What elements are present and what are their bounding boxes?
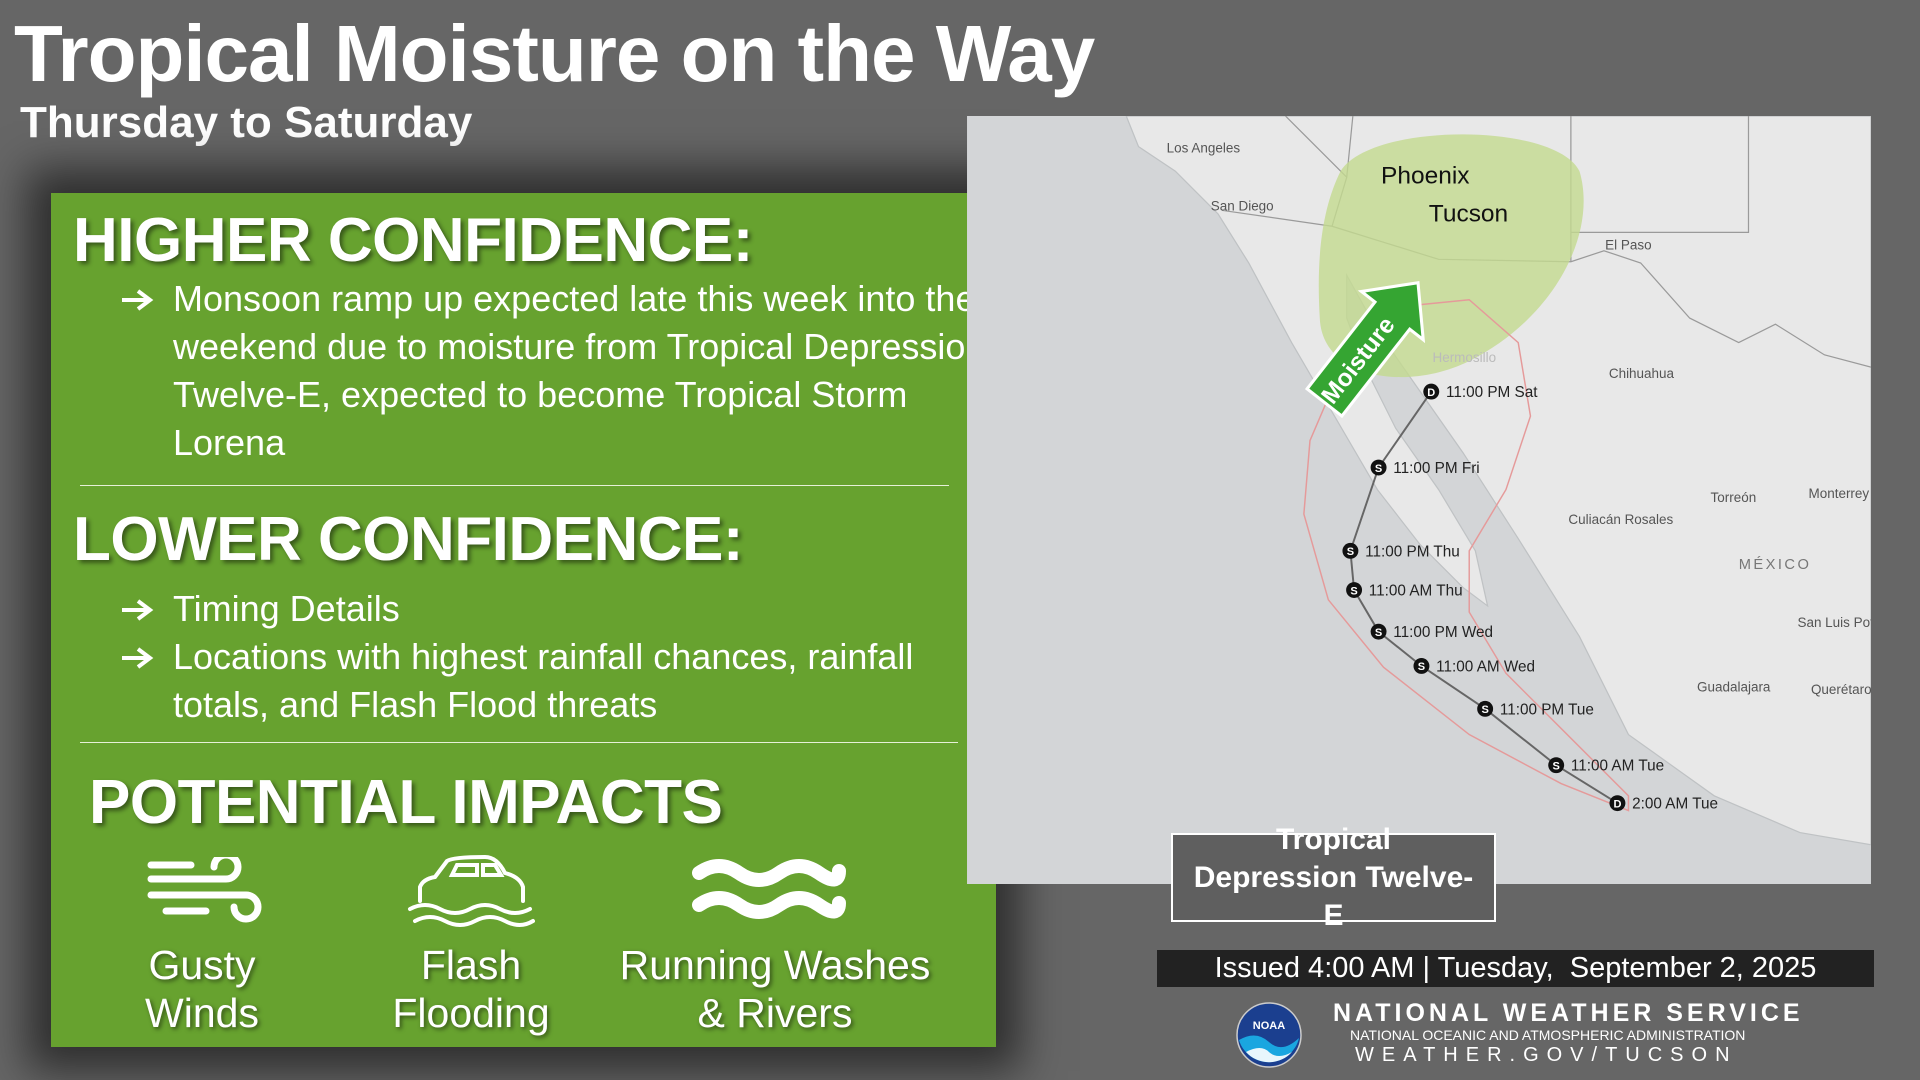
highlight-city: Phoenix (1381, 162, 1469, 189)
track-point (1370, 459, 1387, 476)
track-label: 11:00 AM Tue (1571, 758, 1664, 775)
divider (80, 485, 949, 486)
place: Torreón (1711, 490, 1757, 505)
heading: HIGHER CONFIDENCE: (73, 206, 753, 275)
track-label: 11:00 AM Wed (1436, 658, 1535, 675)
place: Monterrey (1809, 486, 1870, 501)
place: Guadalajara (1697, 680, 1771, 695)
place: El Paso (1605, 238, 1651, 253)
title: Tropical Moisture on the Way (14, 9, 1095, 98)
track-symbol: S (1375, 463, 1382, 475)
track-label: 11:00 AM Thu (1369, 583, 1463, 600)
track-symbol: S (1375, 627, 1382, 639)
place: Los Angeles (1167, 141, 1241, 156)
place: San Luis Potosí (1797, 615, 1871, 630)
url: WEATHER.GOV/TUCSON (1355, 1044, 1738, 1066)
track-point (1370, 623, 1387, 640)
track-symbol: D (1427, 387, 1435, 399)
bullet-text: Locations with highest rainfall chances,… (173, 636, 914, 725)
logo-text: NOAA (1253, 1020, 1285, 1032)
track: D 11:00 PM Sat S 11:00 PM Fri S 11:00 PM Thu S… (1342, 383, 1718, 813)
track-label: 11:00 PM Thu (1365, 543, 1460, 560)
issued: Issued 4:00 AM | Tuesday, September 2, 2… (1157, 950, 1874, 987)
track-label: 11:00 PM Wed (1393, 624, 1493, 641)
track-point (1548, 757, 1565, 774)
track-symbol: S (1418, 661, 1425, 673)
bullet: Locations with highest rainfall chances,… (122, 633, 1002, 729)
track-label: 11:00 PM Fri (1393, 460, 1479, 477)
map: Los Angeles San Diego El Paso Hermosillo… (967, 116, 1871, 884)
divider (80, 742, 958, 743)
place: San Diego (1211, 198, 1274, 213)
place: MÉXICO (1739, 556, 1812, 573)
track-point (1413, 658, 1430, 674)
track-symbol: S (1347, 546, 1354, 558)
bullet-arrow (122, 599, 154, 621)
track-symbol: S (1481, 704, 1488, 716)
impact-label: Gusty Winds (145, 942, 259, 1036)
subagency: NATIONAL OCEANIC AND ATMOSPHERIC ADMINIS… (1350, 1027, 1746, 1043)
place: Chihuahua (1609, 366, 1675, 381)
agency: NATIONAL WEATHER SERVICE (1333, 999, 1804, 1027)
bullet-list: Timing Details Locations with highest ra… (122, 585, 1002, 729)
bullet: Timing Details (122, 585, 1002, 633)
track-point (1423, 383, 1440, 400)
bullet-text: Monsoon ramp up expected late this week … (173, 278, 986, 463)
noaa-logo: NOAA (1236, 1002, 1302, 1068)
wind-icon (147, 857, 262, 923)
map-legend: Tropical Depression Twelve-E (1171, 823, 1496, 932)
place: Hermosillo (1432, 350, 1496, 365)
heading: POTENTIAL IMPACTS (89, 768, 723, 837)
heading: LOWER CONFIDENCE: (73, 505, 744, 574)
track-label: 2:00 AM Tue (1632, 796, 1718, 813)
confidence-panel: HIGHER CONFIDENCE: Monsoon ramp up expec… (51, 193, 996, 1047)
track-point (1342, 542, 1359, 559)
track-symbol: S (1553, 760, 1560, 772)
place: Querétaro (1811, 682, 1871, 697)
track-symbol: S (1350, 585, 1357, 597)
bullet-arrow (122, 289, 154, 311)
highlight-city: Tucson (1429, 200, 1508, 227)
track-symbol: D (1613, 798, 1621, 810)
impact-label: Flash Flooding (392, 942, 550, 1036)
bullet-arrow (122, 647, 154, 669)
bullet: Monsoon ramp up expected late this week … (122, 275, 1002, 467)
bullet-text: Timing Details (173, 588, 400, 629)
track-point (1346, 582, 1363, 598)
cone (1303, 298, 1630, 812)
land (1125, 116, 1871, 846)
waves-icon (692, 859, 846, 919)
place-labels: Los Angeles San Diego El Paso Hermosillo… (1167, 141, 1871, 697)
flood-icon (408, 854, 535, 927)
track-label: 11:00 PM Sat (1446, 384, 1538, 401)
subtitle: Thursday to Saturday (20, 98, 473, 147)
track-point (1609, 795, 1626, 812)
track-point (1477, 700, 1494, 717)
impact-label: Running Washes & Rivers (619, 942, 931, 1036)
place: Culiacán Rosales (1568, 512, 1673, 527)
bullet-list: Monsoon ramp up expected late this week … (122, 275, 1002, 467)
track-label: 11:00 PM Tue (1500, 701, 1594, 718)
